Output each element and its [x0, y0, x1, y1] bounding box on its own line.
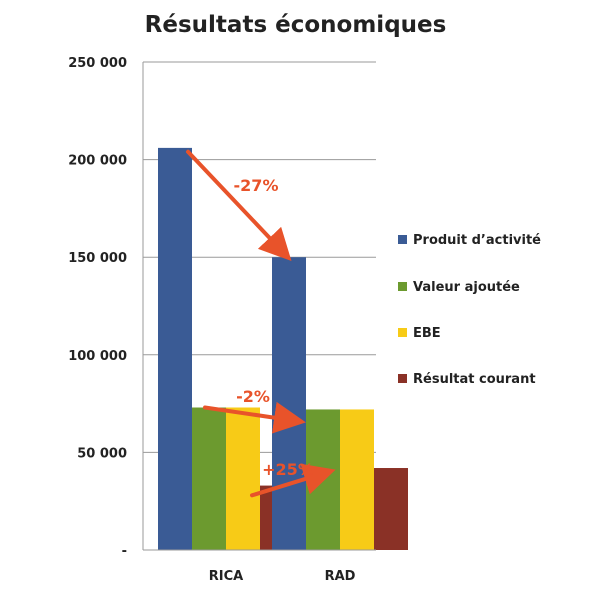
legend-swatch	[398, 235, 407, 244]
bar	[374, 468, 408, 550]
annotation-arrow	[250, 463, 336, 498]
annotation-label: +25%	[262, 460, 314, 479]
bar	[192, 407, 226, 550]
bar	[272, 257, 306, 550]
legend-swatch	[398, 328, 407, 337]
legend-label: EBE	[413, 326, 441, 341]
legend-label: Produit d’activité	[413, 233, 541, 248]
annotation-arrow	[186, 149, 292, 262]
annotation-label: -27%	[234, 176, 279, 195]
bar	[340, 409, 374, 550]
y-tick-label: 150 000	[68, 251, 127, 266]
legend-label: Résultat courant	[413, 372, 536, 387]
bar	[306, 409, 340, 550]
legend-swatch	[398, 282, 407, 291]
bar	[158, 147, 192, 550]
annotation-label: -2%	[236, 387, 270, 406]
x-tick-label: RAD	[325, 569, 356, 584]
y-tick-label: -	[122, 544, 127, 559]
legend-label: Valeur ajoutée	[413, 280, 520, 295]
y-tick-label: 50 000	[77, 446, 127, 461]
bar	[226, 407, 260, 550]
y-tick-label: 100 000	[68, 349, 127, 364]
annotation-arrow	[203, 401, 306, 434]
legend-swatch	[398, 374, 407, 383]
x-tick-label: RICA	[209, 569, 243, 584]
chart-title: Résultats économiques	[144, 12, 447, 38]
y-tick-label: 200 000	[68, 154, 127, 169]
y-tick-label: 250 000	[68, 56, 127, 71]
